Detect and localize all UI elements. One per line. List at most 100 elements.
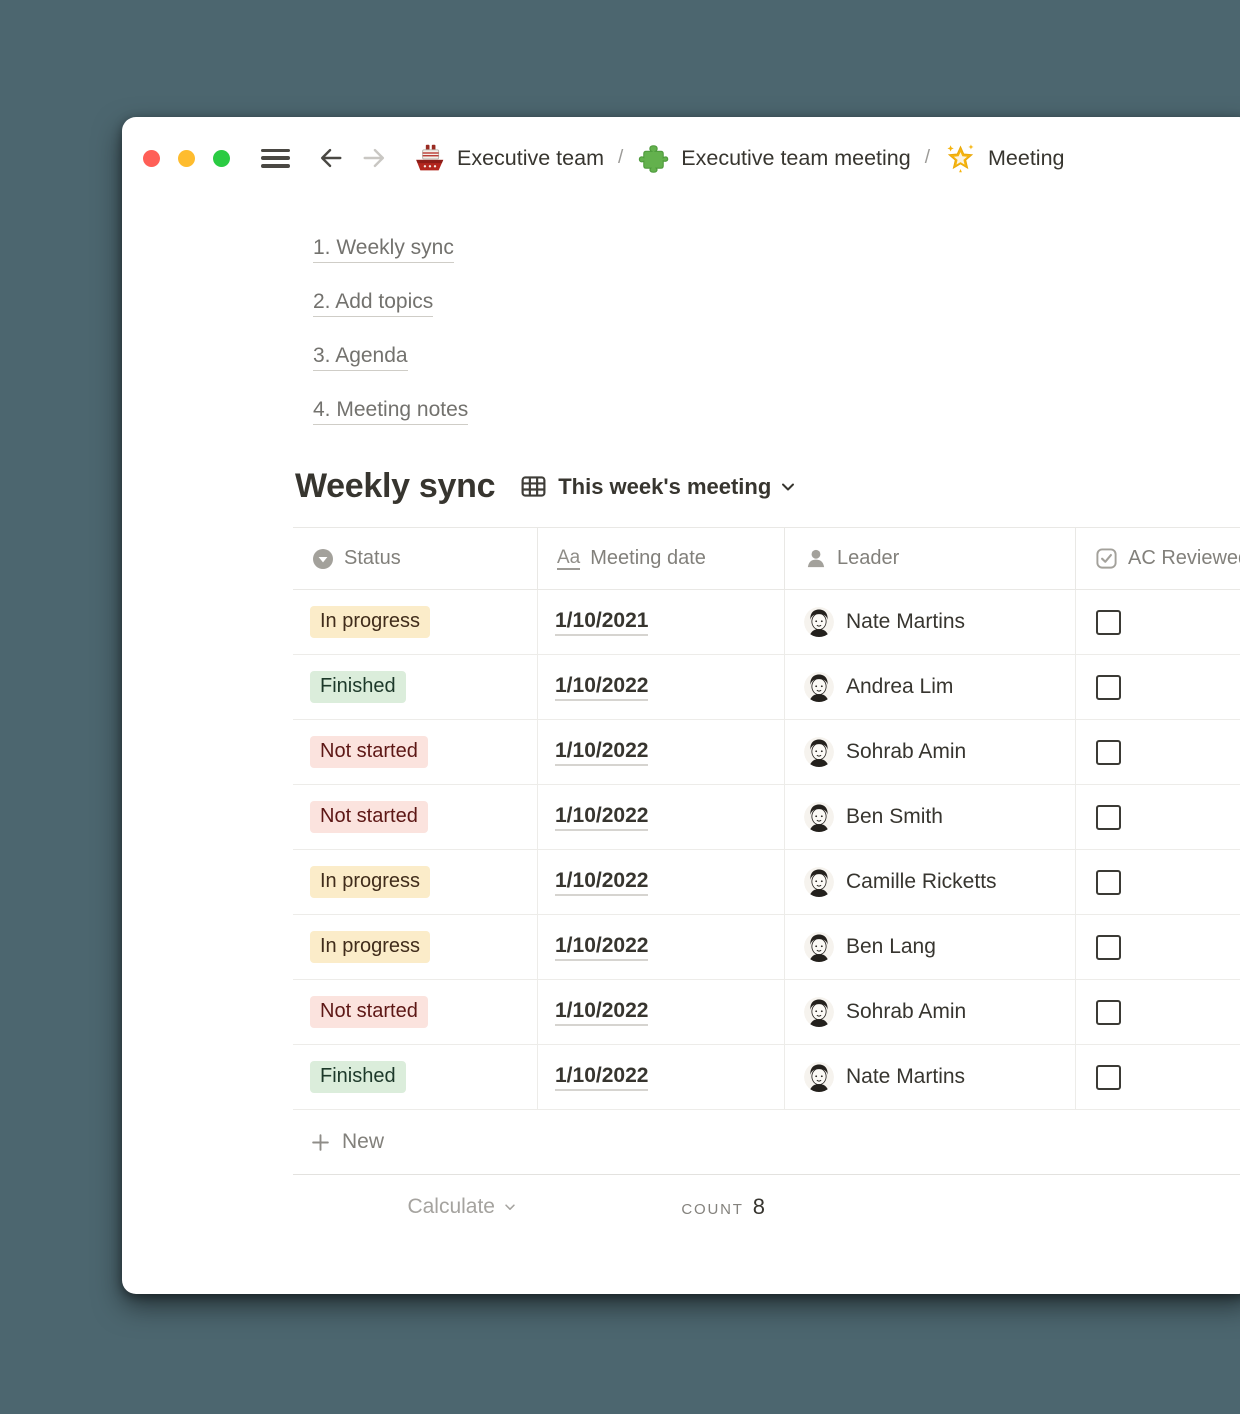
breadcrumb-item-workspace[interactable]: Executive team bbox=[413, 142, 604, 175]
ac-reviewed-cell[interactable] bbox=[1076, 850, 1240, 914]
checkbox-unchecked[interactable] bbox=[1096, 739, 1121, 765]
meeting-date-cell[interactable]: 1/10/2022 bbox=[538, 785, 785, 849]
breadcrumb-separator: / bbox=[617, 147, 624, 168]
column-header-meeting-date[interactable]: Aa Meeting date bbox=[538, 528, 785, 589]
ac-reviewed-cell[interactable] bbox=[1076, 1045, 1240, 1109]
status-cell[interactable]: Not started bbox=[293, 720, 538, 784]
meeting-date-cell[interactable]: 1/10/2022 bbox=[538, 1045, 785, 1109]
checkbox-unchecked[interactable] bbox=[1096, 609, 1121, 635]
status-cell[interactable]: Not started bbox=[293, 785, 538, 849]
page-title: Weekly sync bbox=[295, 467, 496, 505]
column-header-ac-reviewed[interactable]: AC Reviewed bbox=[1076, 528, 1240, 589]
sidebar-menu-icon[interactable] bbox=[261, 148, 290, 168]
status-cell[interactable]: Not started bbox=[293, 980, 538, 1044]
leader-cell[interactable]: Ben Smith bbox=[785, 785, 1076, 849]
status-cell[interactable]: In progress bbox=[293, 590, 538, 654]
column-header-leader[interactable]: Leader bbox=[785, 528, 1076, 589]
meeting-date-cell[interactable]: 1/10/2022 bbox=[538, 980, 785, 1044]
meeting-date-link: 1/10/2022 bbox=[555, 674, 649, 701]
checkbox-unchecked[interactable] bbox=[1096, 674, 1121, 700]
window-minimize-button[interactable] bbox=[178, 149, 195, 167]
puzzle-icon bbox=[637, 142, 670, 175]
avatar bbox=[804, 607, 834, 637]
breadcrumb-item-page[interactable]: Executive team meeting bbox=[637, 142, 911, 175]
leader-cell[interactable]: Ben Lang bbox=[785, 915, 1076, 979]
breadcrumb-separator: / bbox=[924, 147, 930, 168]
status-badge: Finished bbox=[310, 671, 406, 703]
toc-link-add-topics[interactable]: 2. Add topics bbox=[313, 290, 1240, 317]
status-badge: Not started bbox=[310, 996, 428, 1028]
avatar bbox=[804, 672, 834, 702]
column-header-status[interactable]: Status bbox=[293, 528, 538, 589]
status-cell[interactable]: In progress bbox=[293, 915, 538, 979]
column-header-label: Meeting date bbox=[590, 547, 706, 569]
window-zoom-button[interactable] bbox=[213, 149, 230, 167]
status-cell[interactable]: In progress bbox=[293, 850, 538, 914]
back-arrow-icon[interactable] bbox=[318, 145, 344, 171]
forward-arrow-icon[interactable] bbox=[361, 145, 387, 171]
meeting-date-cell[interactable]: 1/10/2022 bbox=[538, 915, 785, 979]
view-tab-label: This week's meeting bbox=[558, 473, 772, 499]
leader-name: Nate Martins bbox=[846, 610, 966, 633]
table-row: Not started 1/10/2022 Sohrab Amin bbox=[293, 720, 1240, 785]
column-header-label: AC Reviewed bbox=[1128, 547, 1240, 569]
ac-reviewed-cell[interactable] bbox=[1076, 915, 1240, 979]
ship-icon bbox=[413, 142, 446, 175]
table-row: Finished 1/10/2022 Nate Martins bbox=[293, 1045, 1240, 1110]
ac-reviewed-cell[interactable] bbox=[1076, 655, 1240, 719]
leader-cell[interactable]: Sohrab Amin bbox=[785, 720, 1076, 784]
view-tab-this-weeks-meeting[interactable]: This week's meeting bbox=[519, 472, 796, 501]
ac-reviewed-cell[interactable] bbox=[1076, 720, 1240, 784]
meeting-date-link: 1/10/2022 bbox=[555, 999, 649, 1026]
table-row: Not started 1/10/2022 Ben Smith bbox=[293, 785, 1240, 850]
table-row: In progress 1/10/2022 Camille Ricketts bbox=[293, 850, 1240, 915]
count-aggregate[interactable]: COUNT 8 bbox=[538, 1194, 785, 1220]
checkbox-unchecked[interactable] bbox=[1096, 999, 1121, 1025]
leader-cell[interactable]: Nate Martins bbox=[785, 590, 1076, 654]
column-header-label: Leader bbox=[837, 547, 900, 569]
table-view-icon bbox=[519, 472, 548, 501]
person-property-icon bbox=[804, 547, 827, 570]
toc-link-weekly-sync[interactable]: 1. Weekly sync bbox=[313, 236, 1240, 263]
plus-icon bbox=[310, 1132, 331, 1153]
table-header: Status Aa Meeting date Leader AC Reviewe… bbox=[293, 527, 1240, 590]
leader-cell[interactable]: Andrea Lim bbox=[785, 655, 1076, 719]
table-row: Not started 1/10/2022 Sohrab Amin bbox=[293, 980, 1240, 1045]
select-property-icon bbox=[312, 548, 334, 570]
window-close-button[interactable] bbox=[143, 149, 160, 167]
breadcrumb-label: Executive team bbox=[457, 145, 604, 170]
table-row: Finished 1/10/2022 Andrea Lim bbox=[293, 655, 1240, 720]
status-cell[interactable]: Finished bbox=[293, 655, 538, 719]
meeting-date-cell[interactable]: 1/10/2022 bbox=[538, 850, 785, 914]
status-badge: Not started bbox=[310, 801, 428, 833]
checkbox-unchecked[interactable] bbox=[1096, 1064, 1121, 1090]
checkbox-unchecked[interactable] bbox=[1096, 869, 1121, 895]
meeting-date-cell[interactable]: 1/10/2022 bbox=[538, 720, 785, 784]
toc-link-meeting-notes[interactable]: 4. Meeting notes bbox=[313, 398, 1240, 425]
leader-name: Ben Smith bbox=[846, 805, 943, 828]
meeting-date-link: 1/10/2022 bbox=[555, 934, 649, 961]
checkbox-unchecked[interactable] bbox=[1096, 804, 1121, 830]
titlebar: Executive team / Executive team meeting … bbox=[122, 135, 1240, 181]
meeting-date-link: 1/10/2022 bbox=[555, 869, 649, 896]
leader-cell[interactable]: Camille Ricketts bbox=[785, 850, 1076, 914]
meeting-date-link: 1/10/2021 bbox=[555, 609, 649, 636]
avatar bbox=[804, 802, 834, 832]
app-window: Executive team / Executive team meeting … bbox=[122, 117, 1240, 1294]
leader-cell[interactable]: Nate Martins bbox=[785, 1045, 1076, 1109]
calculate-dropdown[interactable]: Calculate bbox=[293, 1195, 538, 1219]
toc-link-agenda[interactable]: 3. Agenda bbox=[313, 344, 1240, 371]
ac-reviewed-cell[interactable] bbox=[1076, 980, 1240, 1044]
breadcrumb-label: Meeting bbox=[988, 145, 1065, 170]
avatar bbox=[804, 932, 834, 962]
leader-cell[interactable]: Sohrab Amin bbox=[785, 980, 1076, 1044]
avatar bbox=[804, 1062, 834, 1092]
checkbox-unchecked[interactable] bbox=[1096, 934, 1121, 960]
new-row-button[interactable]: New bbox=[293, 1110, 1240, 1175]
meeting-date-cell[interactable]: 1/10/2022 bbox=[538, 655, 785, 719]
status-cell[interactable]: Finished bbox=[293, 1045, 538, 1109]
meeting-date-cell[interactable]: 1/10/2021 bbox=[538, 590, 785, 654]
ac-reviewed-cell[interactable] bbox=[1076, 785, 1240, 849]
ac-reviewed-cell[interactable] bbox=[1076, 590, 1240, 654]
breadcrumb-item-subpage[interactable]: Meeting bbox=[944, 142, 1065, 175]
